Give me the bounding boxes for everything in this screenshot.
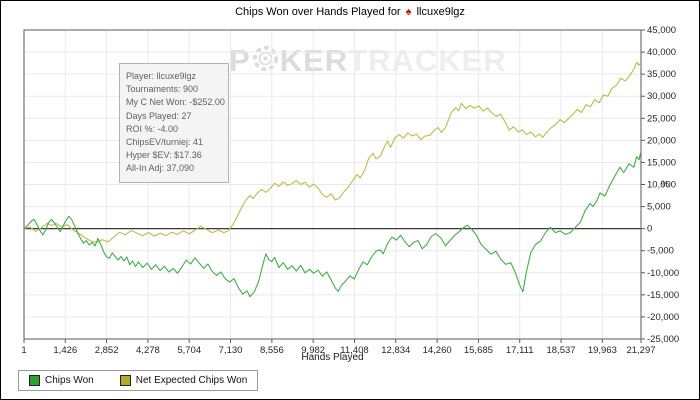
player-stat-row: My C Net Won: -$252.00 [126,97,225,108]
legend-swatch [119,375,131,386]
series-line-chips-won [23,150,642,298]
x-tick-label: 7,130 [219,345,243,356]
player-stat-row: Player: llcuxe9lgz [126,71,197,81]
y-tick-label: 15,000 [647,157,676,168]
y-tick-label: -5,000 [647,246,674,257]
x-tick-label: 9,982 [301,345,325,356]
x-tick-label: 1,426 [53,345,77,356]
x-tick-label: 14,260 [423,345,452,356]
legend: Chips Won Net Expected Chips Won [18,370,259,391]
legend-item: Net Expected Chips Won [119,375,248,386]
player-stat-row: ChipsEV/turniej: 41 [126,137,204,148]
x-tick-label: 11,408 [340,345,368,356]
x-tick-label: 1 [21,345,26,356]
y-tick-label: 40,000 [647,47,676,58]
x-tick-label: 4,278 [136,345,160,356]
x-tick-label: 15,685 [464,345,493,356]
x-tick-label: 8,556 [260,345,284,356]
player-stat-row: ROI %: -4.00 [126,123,179,134]
x-tick-label: 19,963 [588,345,617,356]
poker-chip-icon [252,45,279,77]
legend-item: Chips Won [29,375,94,386]
y-tick-label: -25,000 [647,334,679,345]
y-tick-label: 10,000 [647,180,676,191]
chart-title: Chips Won over Hands Played for ♠ llcuxe… [1,6,699,18]
x-tick-label: 17,111 [506,345,534,356]
y-tick-label: -10,000 [647,268,679,279]
y-tick-label: 25,000 [647,113,676,124]
x-tick-label: 2,852 [95,345,119,356]
player-stats-box: Player: llcuxe9lgz Tournaments: 900 My C N… [119,63,229,183]
x-tick-label: 21,297 [626,345,655,356]
y-tick-label: 20,000 [647,135,676,146]
legend-label: Net Expected Chips Won [135,375,248,386]
x-axis-title: Hands Played [301,352,364,363]
player-stat-row: All-In Adj: 37,090 [126,163,195,174]
chart-title-player: llcuxe9lgz [416,6,465,18]
player-stat-row: Tournaments: 900 [126,84,199,95]
y-tick-label: 0 [647,224,652,235]
series-line-net-expected-chips-won [23,61,642,243]
y-axis-unit-label: % [661,179,670,189]
y-tick-label: -20,000 [647,312,679,323]
y-tick-label: 35,000 [647,69,676,80]
chart-title-text: Chips Won over Hands Played for [235,6,401,18]
y-tick-label: -15,000 [647,290,679,301]
legend-label: Chips Won [45,375,94,386]
y-tick-label: 45,000 [647,25,676,36]
legend-swatch [29,375,40,386]
watermark-tracker: TRACKER [348,43,507,78]
y-tick-label: 5,000 [647,202,671,213]
player-stat-row: Hyper $EV: $17.36 [126,150,202,161]
player-stat-row: Days Played: 27 [126,110,192,121]
pokerstars-site-icon: ♠ [405,6,412,18]
x-tick-label: 12,834 [381,345,410,356]
x-tick-label: 5,704 [177,345,201,356]
x-tick-label: 18,537 [547,345,576,356]
y-tick-label: 30,000 [647,91,676,102]
